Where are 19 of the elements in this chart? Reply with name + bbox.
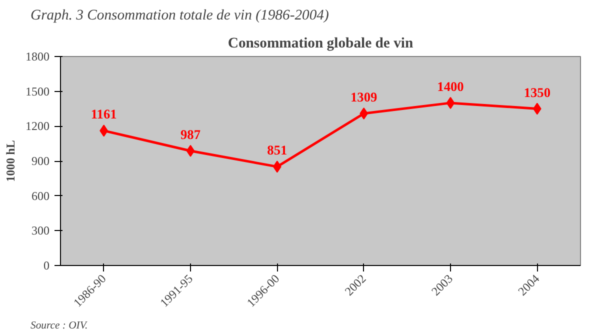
y-axis-title: 1000 hL bbox=[4, 140, 18, 182]
y-tick-label: 0 bbox=[44, 258, 50, 272]
chart-title: Graph. 3 Consommation totale de vin (1986-2004) bbox=[30, 8, 330, 24]
chart-subtitle: Consommation globale de vin bbox=[228, 36, 414, 52]
point bbox=[186, 144, 195, 157]
data-label: 1309 bbox=[350, 90, 378, 105]
source-note: Source : OIV. bbox=[30, 320, 88, 332]
y-tick-label: 1200 bbox=[26, 119, 50, 134]
y-tick-label: 600 bbox=[32, 188, 50, 203]
y-tick-label: 900 bbox=[32, 154, 50, 168]
data-label: 1161 bbox=[90, 106, 117, 122]
y-tick-label: 1800 bbox=[26, 50, 50, 64]
data-label: 1400 bbox=[437, 78, 464, 94]
data-label: 1350 bbox=[524, 84, 551, 100]
y-tick-label: 300 bbox=[32, 224, 50, 238]
y-tick-label: 1500 bbox=[26, 84, 50, 98]
data-label: 987 bbox=[180, 126, 201, 142]
data-label: 851 bbox=[267, 142, 288, 158]
point bbox=[446, 96, 455, 109]
